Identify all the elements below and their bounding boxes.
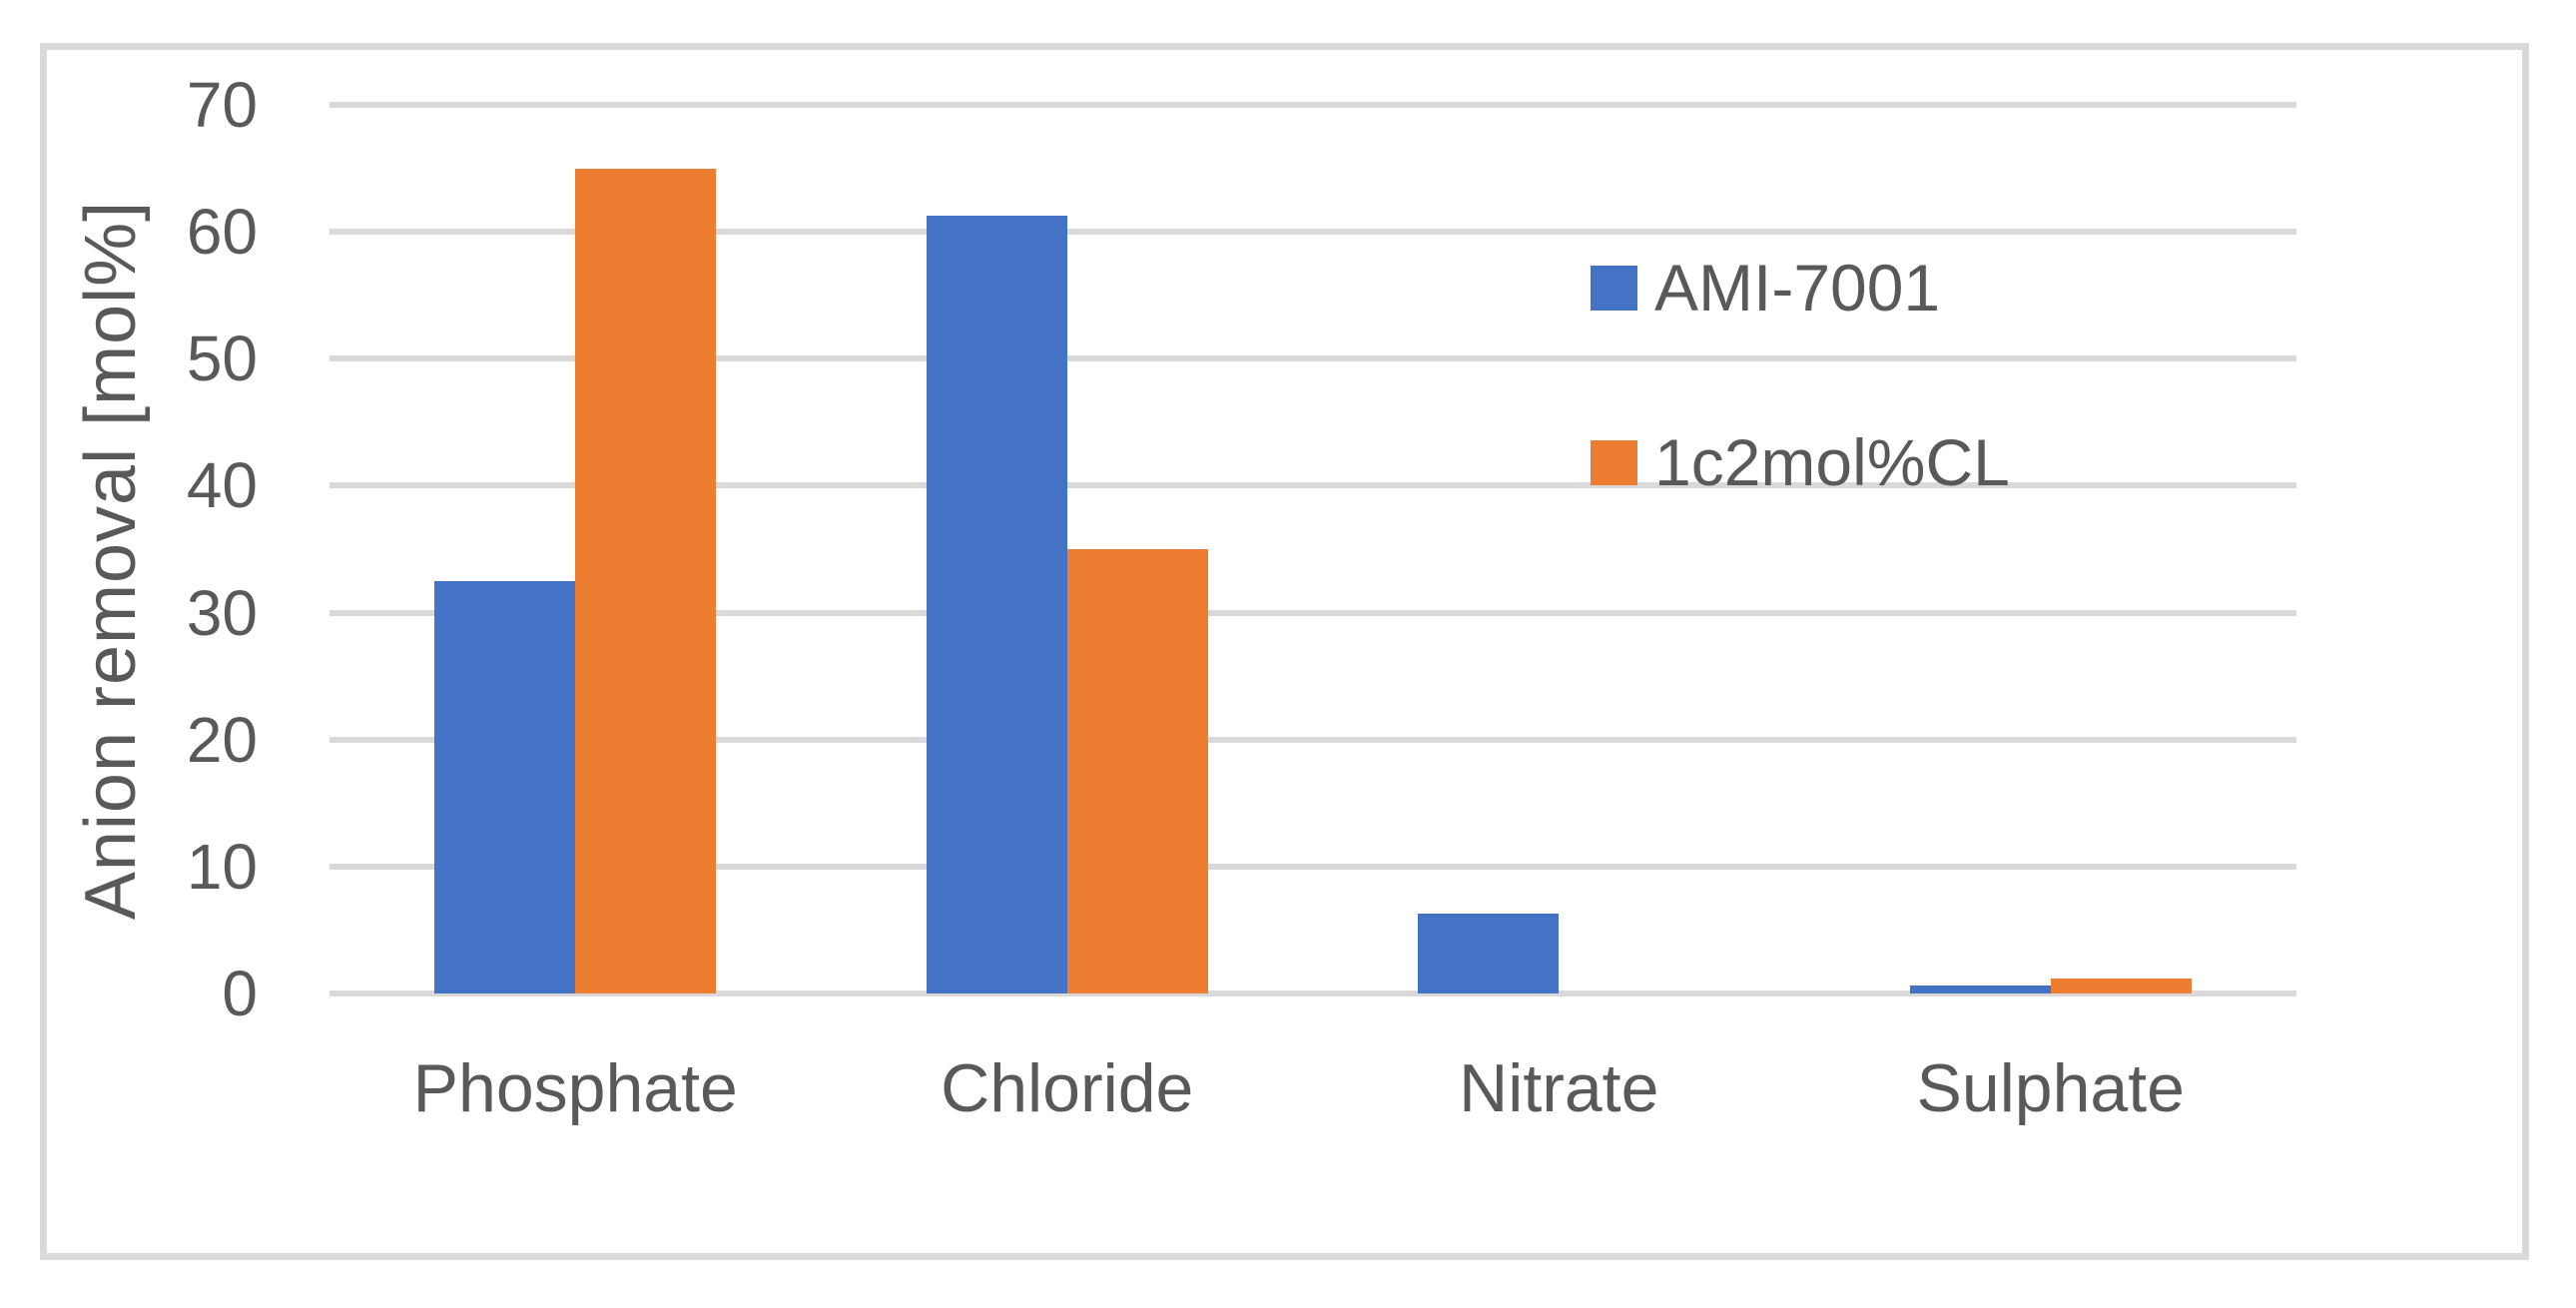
y-tick-label-0: 0 bbox=[222, 958, 258, 1029]
y-tick-label-10: 10 bbox=[186, 830, 258, 903]
gridline-70 bbox=[329, 102, 2296, 108]
y-tick-label-60: 60 bbox=[186, 196, 258, 269]
legend-swatch-ami-7001 bbox=[1591, 265, 1637, 311]
y-tick-label-40: 40 bbox=[186, 449, 258, 522]
bar-chloride-ami-7001 bbox=[926, 215, 1067, 993]
category-label-sulphate: Sulphate bbox=[1916, 1050, 2185, 1126]
bar-sulphate-ami-7001 bbox=[1909, 985, 2051, 993]
y-tick-label-20: 20 bbox=[186, 703, 258, 776]
bar-phosphate-ami-7001 bbox=[434, 580, 576, 993]
category-label-phosphate: Phosphate bbox=[412, 1050, 738, 1126]
legend-swatch-1c2mol-cl bbox=[1591, 439, 1637, 485]
y-tick-label-30: 30 bbox=[186, 576, 258, 649]
legend-item-ami-7001: AMI-7001 bbox=[1591, 248, 1940, 327]
gridline-10 bbox=[329, 863, 2296, 870]
gridline-0 bbox=[329, 990, 2296, 996]
legend-label-ami-7001: AMI-7001 bbox=[1654, 251, 1941, 325]
gridline-50 bbox=[329, 355, 2296, 362]
category-label-nitrate: Nitrate bbox=[1459, 1050, 1659, 1126]
bar-chloride-1c2mol-cl bbox=[1066, 549, 1208, 993]
category-label-chloride: Chloride bbox=[941, 1050, 1194, 1126]
gridline-30 bbox=[329, 609, 2296, 616]
y-tick-label-50: 50 bbox=[186, 323, 258, 395]
legend-item-1c2mol-cl: 1c2mol%CL bbox=[1591, 422, 2010, 502]
bar-sulphate-1c2mol-cl bbox=[2050, 978, 2192, 993]
gridline-60 bbox=[329, 229, 2296, 236]
gridline-20 bbox=[329, 736, 2296, 743]
legend-label-1c2mol-cl: 1c2mol%CL bbox=[1654, 425, 2010, 499]
y-tick-label-70: 70 bbox=[186, 69, 258, 141]
bar-phosphate-1c2mol-cl bbox=[575, 168, 717, 993]
y-axis-title: Anion removal [mol%] bbox=[71, 200, 151, 921]
bar-nitrate-ami-7001 bbox=[1418, 913, 1560, 993]
gridline-40 bbox=[329, 482, 2296, 489]
